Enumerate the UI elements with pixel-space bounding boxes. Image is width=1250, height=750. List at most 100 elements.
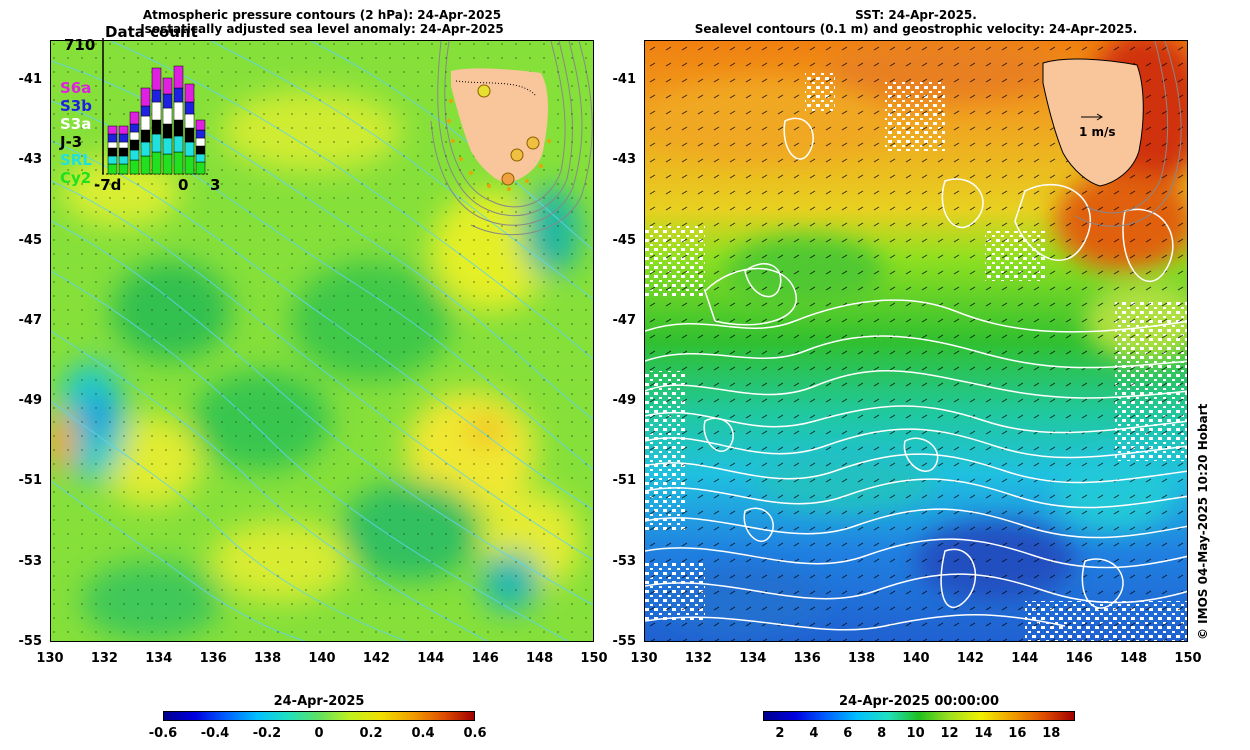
inset-bar-segment (162, 137, 173, 155)
colorbar-tick-label: 8 (877, 726, 887, 741)
inset-bar-segment (118, 125, 129, 135)
inset-legend-item: Cy2 (60, 169, 92, 187)
y-tick-label: -43 (612, 152, 637, 168)
y-tick-label: -53 (18, 553, 43, 569)
right-colorbar (763, 711, 1075, 721)
inset-bar-segment (129, 131, 140, 141)
y-tick-label: -41 (18, 72, 43, 88)
colorbar-tick-label: 12 (940, 726, 959, 741)
inset-max-label: 710 (64, 36, 96, 54)
inset-bar-segment (129, 123, 140, 133)
inset-bar-segment (162, 77, 173, 95)
inset-bar-segment (107, 141, 118, 149)
right-colorbar-title: 24-Apr-2025 00:00:00 (838, 694, 1000, 709)
x-tick-label: 132 (684, 651, 712, 666)
inset-bar-segment (151, 151, 162, 175)
x-tick-label: 138 (848, 651, 876, 666)
inset-bar-segment (140, 87, 151, 107)
colorbar-tick-label: 6 (843, 726, 853, 741)
inset-bar-segment (107, 133, 118, 143)
inset-bar-segment (184, 127, 195, 143)
colorbar-tick-label: 4 (809, 726, 819, 741)
x-tick-label: 150 (580, 651, 608, 666)
credit-text: © IMOS 04-May-2025 10:20 Hobart (1196, 403, 1210, 640)
x-tick-label: 134 (145, 651, 173, 666)
x-tick-label: 140 (902, 651, 930, 666)
colorbar-tick-label: 0.4 (411, 726, 435, 741)
colorbar-tick-label: -0.6 (148, 726, 178, 741)
inset-bar-segment (173, 135, 184, 153)
inset-bar-segment (184, 155, 195, 175)
y-tick-label: -51 (612, 473, 637, 489)
inset-bar-segment (107, 163, 118, 175)
inset-legend-item: S6a (60, 79, 92, 97)
inset-title: Data count (105, 23, 198, 41)
inset-bar-segment (118, 141, 129, 149)
inset-bar-segment (195, 145, 206, 155)
inset-bar-segment (107, 155, 118, 165)
x-tick-label: 132 (90, 651, 118, 666)
inset-bar-segment (184, 113, 195, 129)
x-tick-label: 148 (526, 651, 554, 666)
colorbar-tick-label: -0.2 (252, 726, 282, 741)
y-tick-label: -55 (612, 634, 637, 649)
x-tick-label: 130 (36, 651, 64, 666)
x-tick-label: 146 (471, 651, 499, 666)
colorbar-tick-label: 0.6 (463, 726, 487, 741)
data-count-inset: Data count 710 S6a S3b S3a J-3 SRL Cy2 -7d 0 … (50, 23, 221, 200)
x-tick-label: 134 (739, 651, 767, 666)
inset-bar-segment (151, 67, 162, 91)
y-tick-label: -49 (18, 393, 43, 409)
inset-bar-segment (151, 89, 162, 103)
inset-bar-segment (118, 147, 129, 157)
sst-map: 1 m/s (644, 40, 1188, 642)
colorbar-tick-label: 16 (1008, 726, 1027, 741)
inset-bar-segment (129, 111, 140, 125)
inset-bar-segment (118, 133, 129, 143)
inset-bar-segment (118, 163, 129, 175)
inset-bar-segment (140, 141, 151, 157)
inset-bar-segment (162, 93, 173, 109)
colorbar-tick-label: 2 (775, 726, 785, 741)
right-title-line2: Sealevel contours (0.1 m) and geostrophi… (694, 22, 1138, 36)
inset-bar-segment (107, 147, 118, 157)
x-tick-label: 136 (199, 651, 227, 666)
inset-bar-segment (184, 83, 195, 103)
inset-bar-segment (140, 115, 151, 131)
inset-bar-segment (118, 155, 129, 165)
left-title-line2: Isostatically adjusted sea level anomaly… (140, 22, 504, 36)
inset-bar-segment (184, 141, 195, 157)
inset-bar-segment (195, 129, 206, 139)
inset-bar-segment (195, 153, 206, 163)
x-tick-label: 138 (254, 651, 282, 666)
colorbar-tick-label: 14 (974, 726, 993, 741)
inset-bar-segment (184, 101, 195, 115)
inset-bar-segment (129, 159, 140, 175)
inset-bar-segment (173, 87, 184, 103)
inset-x-label-end: 3 (210, 176, 221, 194)
left-colorbar-title: 24-Apr-2025 (273, 694, 365, 709)
inset-bar-segment (140, 155, 151, 175)
inset-bar-segment (173, 65, 184, 89)
inset-bar-segment (129, 139, 140, 151)
inset-bar-segment (151, 133, 162, 153)
inset-legend-item: SRL (60, 151, 92, 169)
inset-bar-segment (195, 137, 206, 147)
y-tick-label: -41 (612, 72, 637, 88)
inset-bar-segment (173, 101, 184, 121)
x-tick-label: 136 (793, 651, 821, 666)
inset-bar-segment (195, 119, 206, 131)
inset-bar-segment (173, 151, 184, 175)
x-tick-label: 140 (308, 651, 336, 666)
inset-bar-segment (129, 149, 140, 161)
inset-bar-chart (102, 38, 210, 175)
inset-bar-segment (107, 125, 118, 135)
x-tick-label: 142 (956, 651, 984, 666)
inset-x-label-zero: 0 (178, 176, 189, 194)
y-tick-label: -45 (18, 232, 43, 248)
colorbar-tick-label: 10 (906, 726, 925, 741)
right-title-line1: SST: 24-Apr-2025. (855, 8, 977, 22)
inset-bar-segment (162, 123, 173, 139)
inset-bar-segment (151, 101, 162, 121)
inset-bar-segment (162, 153, 173, 175)
